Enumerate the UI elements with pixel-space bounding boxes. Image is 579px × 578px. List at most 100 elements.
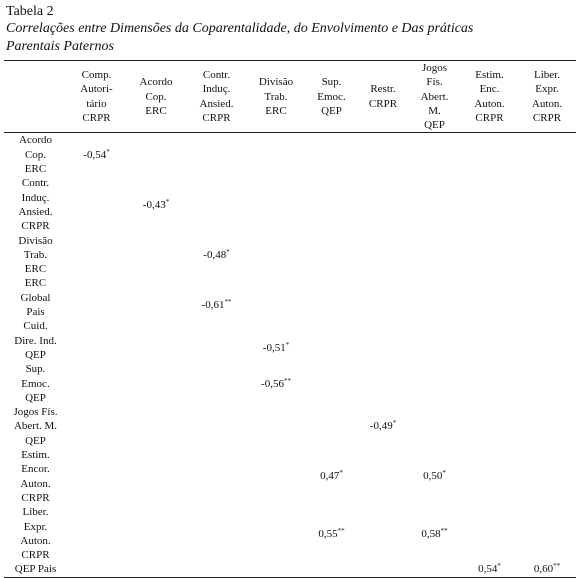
header-line: Sup. <box>321 76 342 89</box>
row-label-line: Auton. <box>20 534 51 547</box>
header-line: Emoc. <box>317 90 346 103</box>
column-header: Contr. Induç. Ansied. CRPR <box>186 61 247 133</box>
table-cell: -0,61** <box>186 276 247 333</box>
table-cell <box>358 562 408 577</box>
table-cell <box>247 405 305 448</box>
table-cell <box>186 362 247 405</box>
header-line: CRPR <box>82 112 111 125</box>
row-label-line: Divisão <box>18 234 53 247</box>
header-row: Comp. Autori-tário CRPR Acordo Cop. ERC Contr.… <box>4 60 576 133</box>
table-cell <box>518 176 576 233</box>
table-cell <box>186 505 247 562</box>
table-title: Tabela 2 <box>6 4 54 19</box>
table-cell: 0,54* <box>461 562 518 577</box>
table-cell <box>358 176 408 233</box>
row-label-line: Estim. <box>21 449 50 462</box>
row-label-line: QEP Pais <box>14 563 57 576</box>
significance-mark: * <box>226 247 230 256</box>
table-cell: -0,49* <box>358 405 408 448</box>
column-header: Jogos Fís. Abert. M. QEP <box>408 61 461 133</box>
table-cell <box>518 234 576 277</box>
column-header: Acordo Cop. ERC <box>126 61 186 133</box>
row-label-line: QEP <box>25 391 46 404</box>
table-cell <box>408 362 461 405</box>
header-line: Ansied. <box>199 97 234 110</box>
correlation-value: -0,54 <box>83 148 107 161</box>
row-label: Contr. Induç. Ansied. CRPR <box>4 176 67 233</box>
table-cell <box>186 133 247 176</box>
significance-mark: ** <box>224 297 232 306</box>
table-cell <box>518 362 576 405</box>
table-cell <box>67 562 126 577</box>
row-label: Liber. Expr. Auton. CRPR <box>4 505 67 562</box>
table-body: Acordo Cop. ERC -0,54* Contr. Induç. Ansied. CR… <box>4 133 576 578</box>
header-line: Autori- <box>80 83 113 96</box>
row-label: ERC Global Pais Cuid. <box>4 276 67 333</box>
table-cell <box>358 234 408 277</box>
table-row: Acordo Cop. ERC -0,54* <box>4 133 576 176</box>
header-line: Expr. <box>535 83 559 96</box>
table-cell <box>518 334 576 363</box>
row-label-line: QEP <box>25 434 46 447</box>
table-cell <box>408 405 461 448</box>
row-label-line: Induç. <box>21 191 50 204</box>
correlation-value: 0,54 <box>478 563 498 576</box>
table-row: Estim. Encor. Auton. CRPR 0,47* 0,50* <box>4 448 576 505</box>
row-label-line: ERC <box>24 277 47 290</box>
table-cell <box>126 133 186 176</box>
table-cell <box>186 176 247 233</box>
header-line: CRPR <box>532 112 562 125</box>
row-label: Dire. Ind. QEP <box>4 334 67 363</box>
correlation-value: -0,56 <box>261 377 284 390</box>
row-label-line: Cuid. <box>23 320 48 333</box>
caption-line: Parentais Paternos <box>6 39 114 54</box>
correlation-value: -0,61 <box>201 298 225 311</box>
row-label-line: CRPR <box>21 220 50 233</box>
correlation-value: -0,49 <box>369 420 393 433</box>
header-line: Induç. <box>202 83 231 96</box>
table-row: Divisão Trab. ERC -0,48* <box>4 234 576 277</box>
row-label-line: ERC <box>24 263 47 276</box>
table-cell <box>186 562 247 577</box>
correlation-table: Comp. Autori-tário CRPR Acordo Cop. ERC Contr.… <box>4 60 576 578</box>
table-cell <box>247 234 305 277</box>
row-label: Estim. Encor. Auton. CRPR <box>4 448 67 505</box>
header-line: Estim. <box>475 69 504 82</box>
table-cell <box>126 234 186 277</box>
table-cell <box>518 405 576 448</box>
table-cell <box>126 276 186 333</box>
table-cell <box>461 133 518 176</box>
row-label-line: Global <box>20 291 51 304</box>
header-line: Auton. <box>531 97 563 110</box>
header-line: Cop. <box>145 90 167 103</box>
table-cell <box>186 334 247 363</box>
correlation-value: -0,51 <box>262 341 286 354</box>
table-cell <box>67 176 126 233</box>
table-cell: -0,54* <box>67 133 126 176</box>
table-cell <box>247 276 305 333</box>
table-cell <box>461 362 518 405</box>
table-cell <box>186 448 247 505</box>
significance-mark: * <box>165 197 170 206</box>
correlation-value: 0,47 <box>320 470 340 483</box>
table-cell <box>518 448 576 505</box>
table-cell <box>247 505 305 562</box>
header-line: Divisão <box>258 76 294 89</box>
header-line: Liber. <box>534 69 560 82</box>
table-cell <box>305 405 358 448</box>
table-cell <box>518 276 576 333</box>
row-label-line: Dire. Ind. <box>14 334 57 347</box>
header-line: M. <box>428 104 441 117</box>
table-cell: -0,43* <box>126 176 186 233</box>
table-cell <box>408 562 461 577</box>
header-line: QEP <box>424 119 445 132</box>
row-label-line: Trab. <box>23 248 48 261</box>
table-cell <box>358 276 408 333</box>
table-cell <box>358 362 408 405</box>
table-cell <box>408 334 461 363</box>
significance-mark: * <box>339 469 343 478</box>
row-label-line: Cop. <box>24 148 47 161</box>
significance-mark: ** <box>283 376 291 385</box>
table-cell: 0,50* <box>408 448 461 505</box>
row-label-line: Pais <box>26 306 45 319</box>
